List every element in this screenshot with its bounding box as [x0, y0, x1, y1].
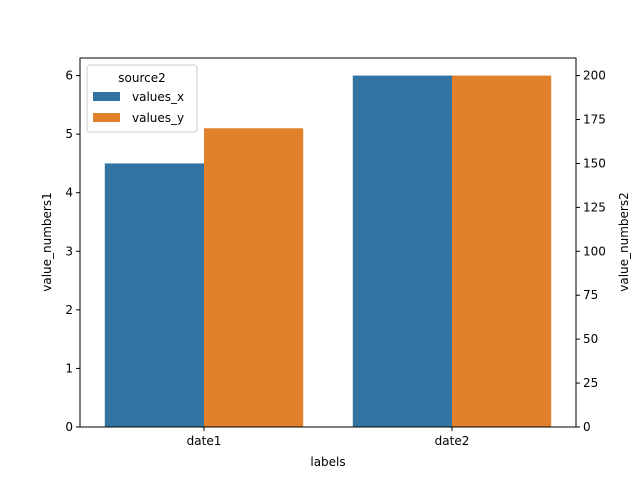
plot-frame [79, 57, 577, 428]
y2-tick-label: 0 [583, 420, 591, 434]
bar-values_y-date2 [452, 75, 552, 428]
x-tick-label: date1 [187, 434, 222, 448]
y-tick-label: 6 [65, 69, 73, 83]
y-tick-label: 3 [65, 244, 73, 258]
y-tick-label: 4 [65, 186, 73, 200]
y2-tick-label: 50 [583, 332, 598, 346]
y2-tick-label: 200 [583, 69, 606, 83]
y-axis-right: 0 25 50 75 100 125 150 175 200 [576, 69, 606, 434]
bars-group [104, 75, 552, 428]
y2-tick-label: 100 [583, 244, 606, 258]
legend-swatch-values_y [93, 113, 120, 122]
y-tick-label: 5 [65, 127, 73, 141]
y-axis-left: 0 1 2 3 4 5 6 [65, 69, 80, 434]
y2-tick-label: 25 [583, 376, 598, 390]
y2-tick-label: 125 [583, 200, 606, 214]
legend-title: source2 [118, 71, 165, 85]
x-axis: date1 date2 [187, 427, 470, 448]
x-tick-label: date2 [435, 434, 470, 448]
y2-axis-label: value_numbers2 [617, 192, 631, 292]
bar-values_y-date1 [204, 128, 304, 428]
y2-tick-label: 175 [583, 113, 606, 127]
bar-values_x-date2 [352, 75, 452, 428]
legend: source2 values_x values_y [86, 64, 198, 133]
y2-tick-label: 75 [583, 288, 598, 302]
y-tick-label: 1 [65, 361, 73, 375]
y-axis-label: value_numbers1 [40, 192, 54, 292]
y-tick-label: 0 [65, 420, 73, 434]
y-tick-label: 2 [65, 303, 73, 317]
x-axis-label: labels [310, 455, 345, 469]
bar-values_x-date1 [104, 163, 204, 427]
y2-tick-label: 150 [583, 156, 606, 170]
legend-label: values_y [132, 111, 184, 125]
legend-swatch-values_x [93, 92, 120, 101]
legend-label: values_x [132, 90, 184, 104]
